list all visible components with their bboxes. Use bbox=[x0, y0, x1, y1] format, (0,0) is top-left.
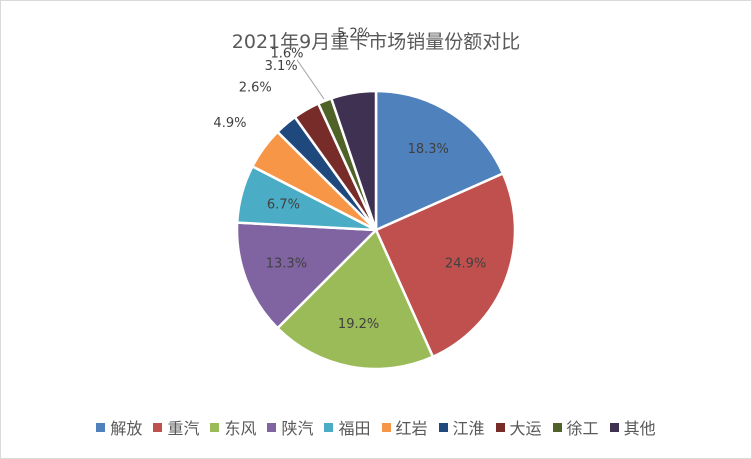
legend-label-2: 东风 bbox=[224, 419, 257, 438]
legend-swatch-0 bbox=[96, 422, 106, 432]
legend-label-9: 其他 bbox=[623, 419, 656, 438]
legend-item-4: 福田 bbox=[324, 415, 371, 439]
data-label-1: 24.9% bbox=[445, 257, 486, 272]
data-label-4: 6.7% bbox=[267, 197, 300, 212]
legend-item-8: 徐工 bbox=[552, 415, 599, 439]
legend-swatch-9 bbox=[609, 422, 619, 432]
data-label-6: 2.6% bbox=[239, 81, 272, 96]
legend-item-0: 解放 bbox=[96, 415, 142, 439]
legend-swatch-8 bbox=[552, 422, 562, 432]
data-label-5: 4.9% bbox=[213, 116, 246, 131]
leader-line-8 bbox=[296, 59, 325, 100]
chart-legend: 解放 重汽 东风 陕汽 福田 红岩 江淮 大运 徐工 其他 bbox=[1, 415, 751, 439]
pie-slice-9 bbox=[329, 89, 378, 231]
legend-label-5: 红岩 bbox=[395, 419, 428, 438]
data-label-0: 18.3% bbox=[408, 142, 449, 157]
legend-label-7: 大运 bbox=[509, 419, 542, 438]
legend-label-0: 解放 bbox=[110, 419, 143, 438]
data-label-3: 13.3% bbox=[266, 257, 307, 272]
legend-item-2: 东风 bbox=[210, 415, 256, 439]
legend-label-8: 徐工 bbox=[566, 419, 599, 438]
data-label-9: 5.2% bbox=[337, 26, 370, 41]
legend-label-3: 陕汽 bbox=[281, 419, 314, 438]
legend-swatch-1 bbox=[153, 422, 163, 432]
legend-swatch-2 bbox=[210, 422, 220, 432]
pie-slice-3 bbox=[235, 221, 379, 330]
legend-item-9: 其他 bbox=[609, 415, 656, 439]
pie-slice-0 bbox=[374, 89, 505, 232]
legend-item-6: 江淮 bbox=[438, 415, 485, 439]
legend-swatch-7 bbox=[495, 422, 505, 432]
pie-slice-2 bbox=[275, 227, 435, 371]
legend-label-6: 江淮 bbox=[452, 419, 485, 438]
pie-slice-1 bbox=[374, 171, 517, 359]
data-label-8: 1.6% bbox=[270, 46, 303, 61]
legend-label-4: 福田 bbox=[338, 419, 371, 438]
chart-title: 2021年9月重卡市场销量份额对比 bbox=[231, 31, 521, 53]
legend-item-3: 陕汽 bbox=[267, 415, 313, 439]
legend-item-7: 大运 bbox=[495, 415, 542, 439]
data-label-2: 19.2% bbox=[338, 317, 379, 332]
legend-label-1: 重汽 bbox=[167, 419, 200, 438]
legend-swatch-4 bbox=[324, 422, 334, 432]
data-label-7: 3.1% bbox=[265, 59, 298, 74]
legend-item-1: 重汽 bbox=[153, 415, 199, 439]
legend-swatch-6 bbox=[438, 422, 448, 432]
legend-swatch-3 bbox=[267, 422, 277, 432]
legend-item-5: 红岩 bbox=[381, 415, 428, 439]
legend-swatch-5 bbox=[381, 422, 391, 432]
